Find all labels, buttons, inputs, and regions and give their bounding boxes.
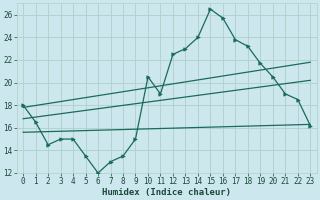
X-axis label: Humidex (Indice chaleur): Humidex (Indice chaleur) — [102, 188, 231, 197]
